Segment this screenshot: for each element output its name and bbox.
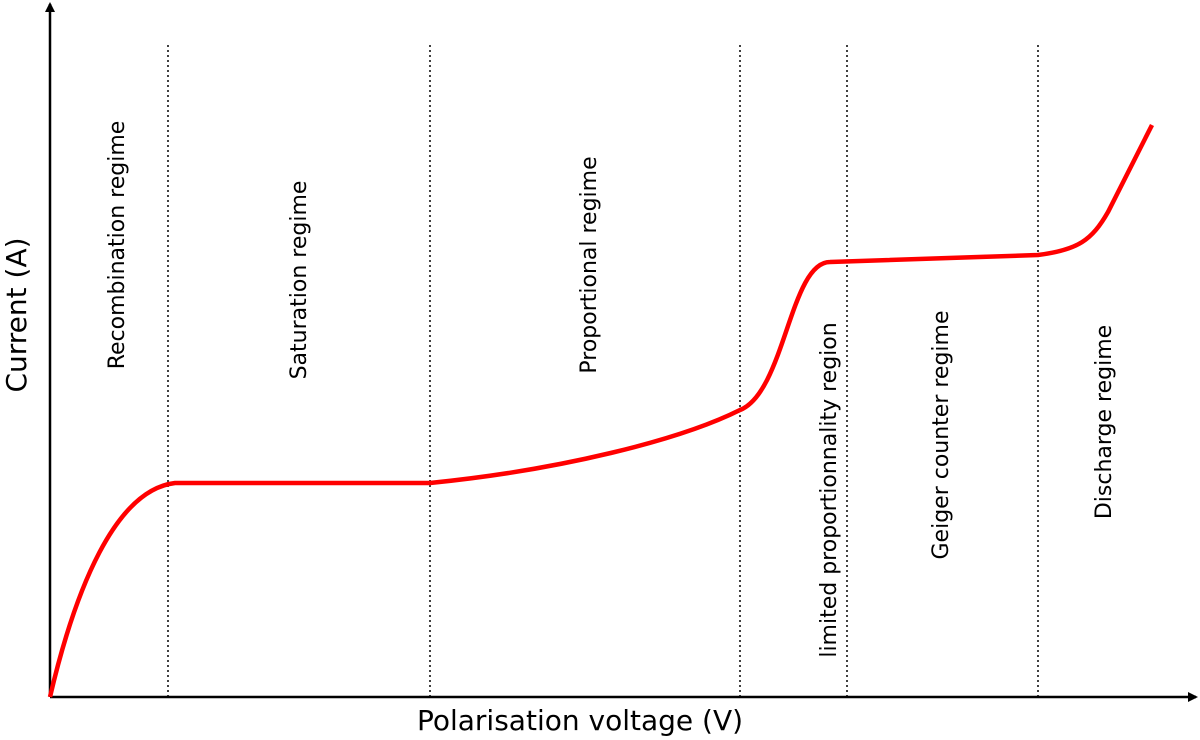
region-label: Recombination regime [105, 121, 130, 370]
region-label: Discharge regime [1092, 325, 1117, 519]
region-label: limited proportionnality region [817, 322, 842, 657]
region-label: Proportional regime [577, 156, 602, 373]
x-axis-label: Polarisation voltage (V) [417, 704, 743, 737]
current-curve [47, 123, 1155, 698]
region-label: Geiger counter regime [929, 310, 954, 559]
region-label: Saturation regime [287, 181, 312, 380]
y-axis-label: Current (A) [0, 237, 33, 392]
